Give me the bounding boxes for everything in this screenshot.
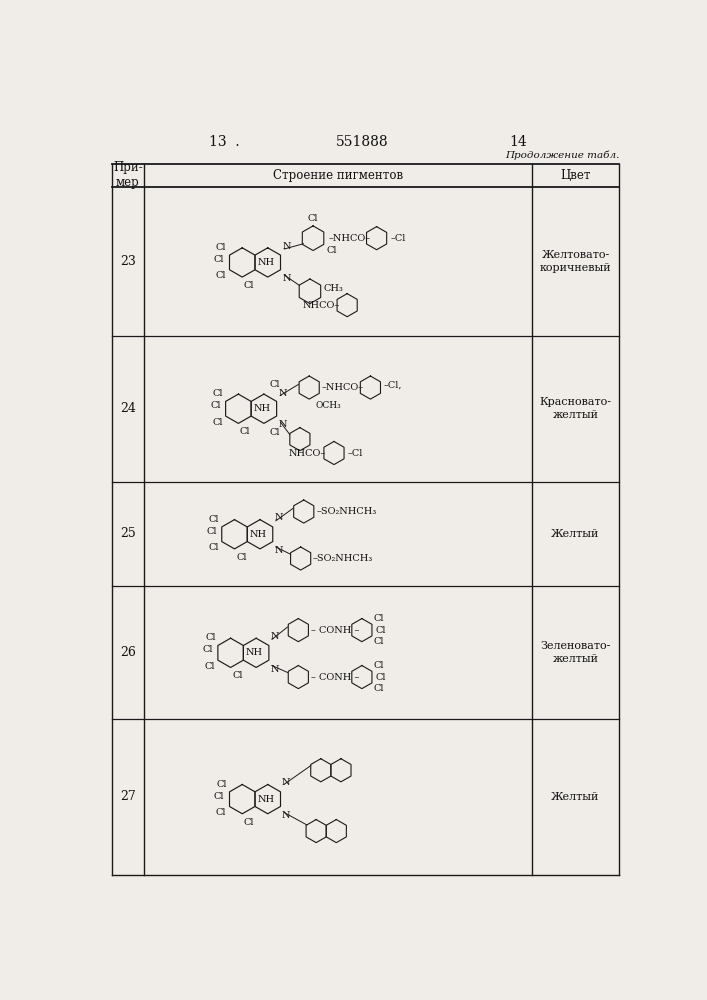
Text: При-
мер: При- мер [113, 161, 143, 189]
Text: Cl: Cl [204, 662, 215, 671]
Text: NH: NH [246, 648, 263, 657]
Text: Cl: Cl [373, 614, 384, 623]
Text: Cl: Cl [244, 818, 255, 827]
Text: NHCO–: NHCO– [289, 449, 326, 458]
Text: N: N [279, 389, 288, 398]
Text: Cl: Cl [213, 389, 223, 398]
Text: Cl: Cl [373, 684, 384, 693]
Text: Cl: Cl [216, 808, 226, 817]
Text: –SO₂NHCH₃: –SO₂NHCH₃ [313, 554, 373, 563]
Text: Cl: Cl [202, 645, 213, 654]
Text: Cl: Cl [270, 428, 281, 437]
Text: N: N [274, 513, 283, 522]
Text: 14: 14 [510, 135, 527, 149]
Text: Cl: Cl [216, 780, 227, 789]
Text: Строение пигментов: Строение пигментов [273, 169, 403, 182]
Text: Красновато-
желтый: Красновато- желтый [539, 397, 612, 420]
Text: Cl: Cl [208, 543, 218, 552]
Text: NH: NH [257, 795, 275, 804]
Text: Cl: Cl [210, 401, 221, 410]
Text: N: N [271, 665, 279, 674]
Text: Cl: Cl [244, 281, 255, 290]
Text: – CONH –: – CONH – [311, 626, 359, 635]
Text: 26: 26 [120, 646, 136, 659]
Text: 25: 25 [120, 527, 136, 540]
Text: Cl: Cl [206, 527, 216, 536]
Text: 551888: 551888 [336, 135, 388, 149]
Text: Cl: Cl [375, 673, 385, 682]
Text: Cl: Cl [373, 637, 384, 646]
Text: Cl: Cl [216, 271, 226, 280]
Text: N: N [278, 420, 286, 429]
Text: –Cl: –Cl [347, 449, 363, 458]
Text: Цвет: Цвет [560, 169, 591, 182]
Text: Cl: Cl [214, 792, 224, 801]
Text: N: N [282, 778, 291, 787]
Text: – CONH –: – CONH – [311, 673, 359, 682]
Text: Желтовато-
коричневый: Желтовато- коричневый [539, 250, 612, 273]
Text: Cl: Cl [326, 246, 337, 255]
Text: NH: NH [254, 404, 271, 413]
Text: Желтый: Желтый [551, 792, 600, 802]
Text: 27: 27 [120, 790, 136, 803]
Text: –Cl: –Cl [390, 234, 406, 243]
Text: NH: NH [250, 530, 267, 539]
Text: NH: NH [257, 258, 275, 267]
Text: Cl: Cl [214, 255, 224, 264]
Text: N: N [283, 242, 291, 251]
Text: Зеленовато-
желтый: Зеленовато- желтый [540, 641, 611, 664]
Text: Cl: Cl [373, 661, 384, 670]
Text: N: N [271, 632, 279, 641]
Text: 24: 24 [120, 402, 136, 415]
Text: –Cl,: –Cl, [384, 381, 402, 390]
Text: Cl: Cl [375, 626, 385, 635]
Text: Cl: Cl [209, 515, 219, 524]
Text: Cl: Cl [240, 427, 250, 436]
Text: OCH₃: OCH₃ [315, 401, 341, 410]
Text: 23: 23 [120, 255, 136, 268]
Text: Cl: Cl [236, 553, 247, 562]
Text: Cl: Cl [216, 243, 226, 252]
Text: Cl: Cl [308, 214, 318, 223]
Text: Cl: Cl [205, 633, 216, 642]
Text: Продолжение табл.: Продолжение табл. [505, 151, 619, 160]
Text: N: N [283, 274, 291, 283]
Text: –NHCO–: –NHCO– [322, 383, 363, 392]
Text: Cl: Cl [232, 671, 243, 680]
Text: CH₃: CH₃ [324, 284, 344, 293]
Text: 13  .: 13 . [209, 135, 239, 149]
Text: –NHCO–: –NHCO– [329, 234, 370, 243]
Text: Cl: Cl [212, 418, 223, 427]
Text: Желтый: Желтый [551, 529, 600, 539]
Text: –SO₂NHCH₃: –SO₂NHCH₃ [316, 507, 376, 516]
Text: NHCO–: NHCO– [302, 301, 339, 310]
Text: Cl: Cl [270, 380, 281, 389]
Text: N: N [274, 546, 283, 555]
Text: N: N [282, 811, 291, 820]
